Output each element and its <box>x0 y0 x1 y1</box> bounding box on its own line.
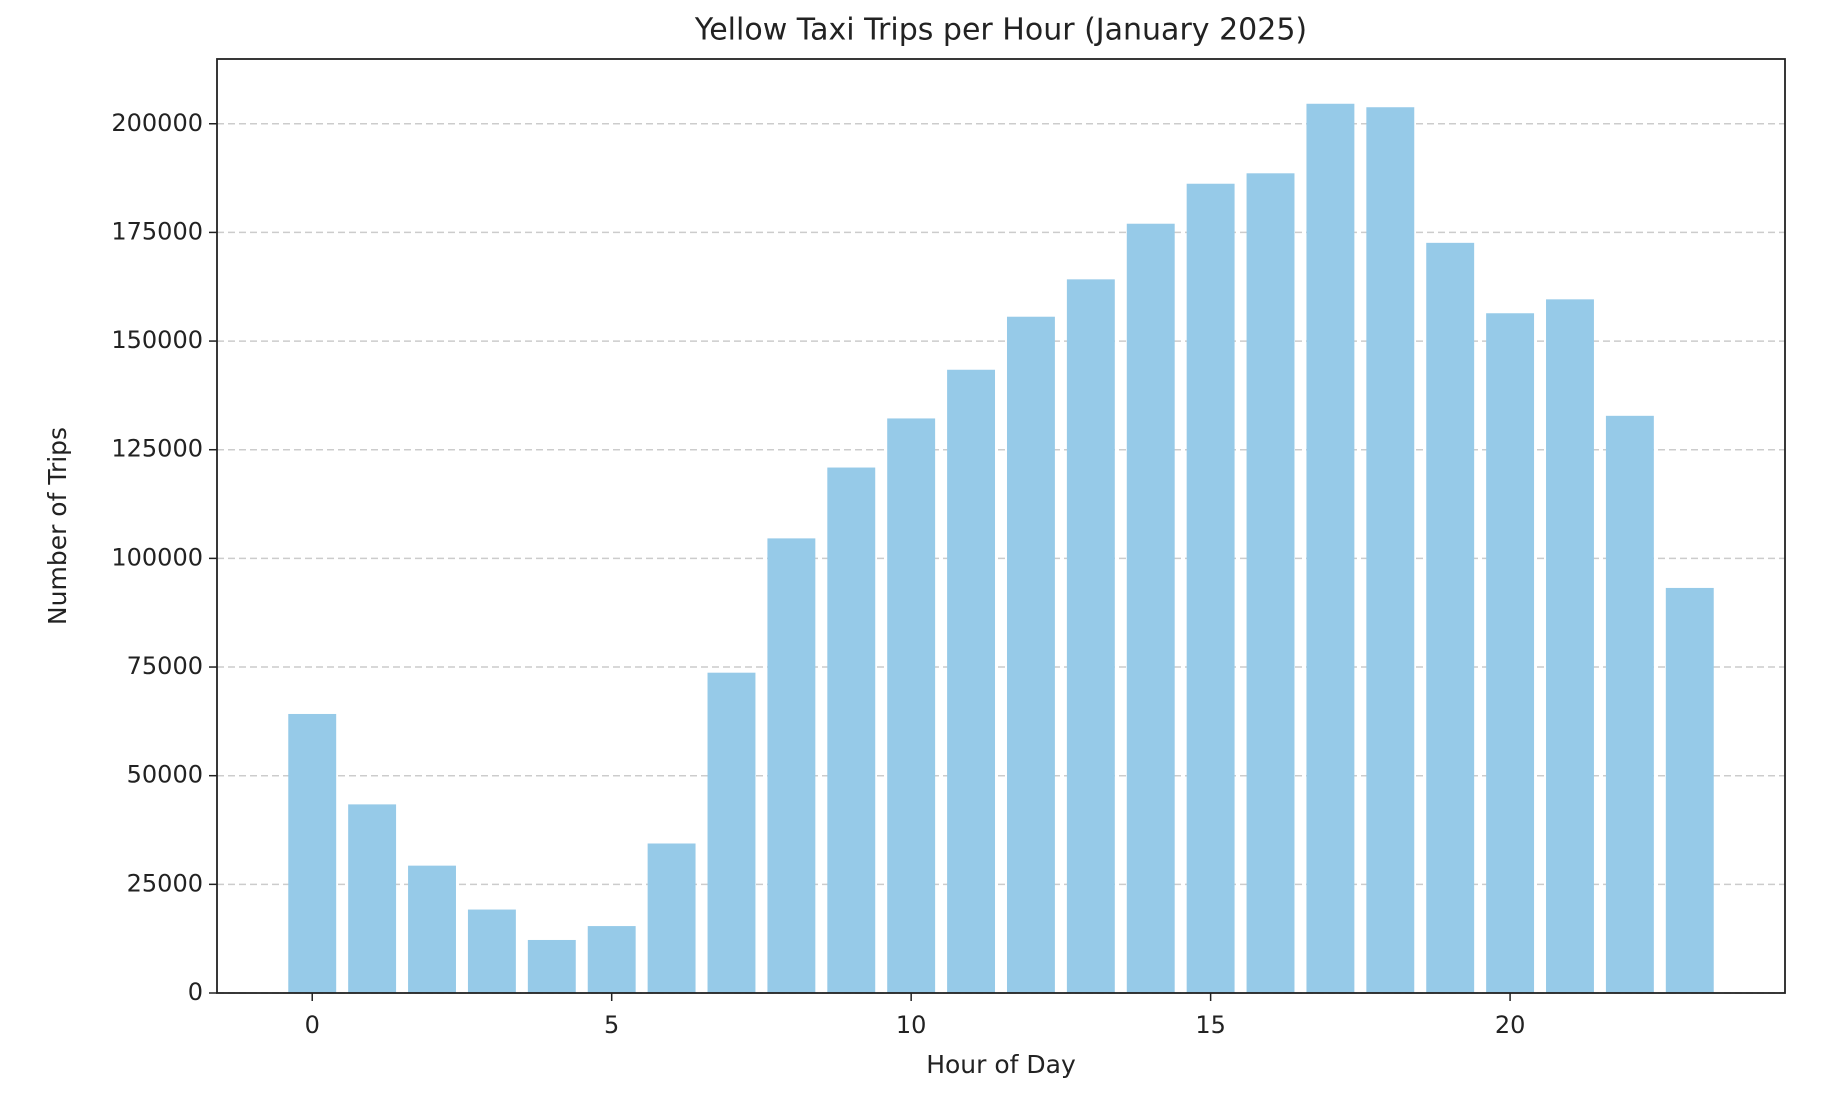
y-tick-label: 25000 <box>127 869 203 897</box>
bar <box>767 538 816 993</box>
bar <box>527 939 576 993</box>
x-tick-label: 0 <box>305 1011 320 1039</box>
y-axis-label: Number of Trips <box>43 427 72 625</box>
bar <box>467 909 516 993</box>
bar <box>1366 107 1415 993</box>
y-tick-label: 175000 <box>111 217 203 245</box>
y-tick-label: 0 <box>188 978 203 1006</box>
bar <box>707 672 756 993</box>
bar <box>827 467 876 993</box>
plot-frame <box>216 58 1786 994</box>
x-axis-label: Hour of Day <box>926 1050 1076 1079</box>
y-tick-label: 75000 <box>127 652 203 680</box>
bar <box>288 713 337 993</box>
x-tick-label: 20 <box>1495 1011 1526 1039</box>
chart-title: Yellow Taxi Trips per Hour (January 2025… <box>694 13 1307 48</box>
bar <box>1066 279 1115 993</box>
bar <box>647 843 696 993</box>
bar <box>1186 183 1235 994</box>
y-tick-label: 125000 <box>111 435 203 463</box>
bar <box>1486 313 1535 993</box>
bar <box>1546 299 1594 993</box>
x-tick-label: 15 <box>1195 1011 1226 1039</box>
bar <box>1605 415 1654 994</box>
bar <box>1246 173 1295 994</box>
bar <box>1126 223 1175 994</box>
bar <box>587 926 636 993</box>
bar <box>887 418 936 993</box>
bar <box>1426 242 1475 993</box>
y-tick-label: 200000 <box>111 109 203 137</box>
y-tick-label: 100000 <box>111 543 203 571</box>
bar <box>1006 316 1055 993</box>
y-tick-label: 50000 <box>127 761 203 789</box>
bar <box>947 369 996 993</box>
bar <box>348 804 397 993</box>
x-tick-label: 10 <box>896 1011 927 1039</box>
bar <box>408 865 456 993</box>
bar <box>1665 587 1714 993</box>
y-tick-label: 150000 <box>111 326 203 354</box>
bar <box>1306 103 1355 994</box>
x-tick-label: 5 <box>604 1011 619 1039</box>
